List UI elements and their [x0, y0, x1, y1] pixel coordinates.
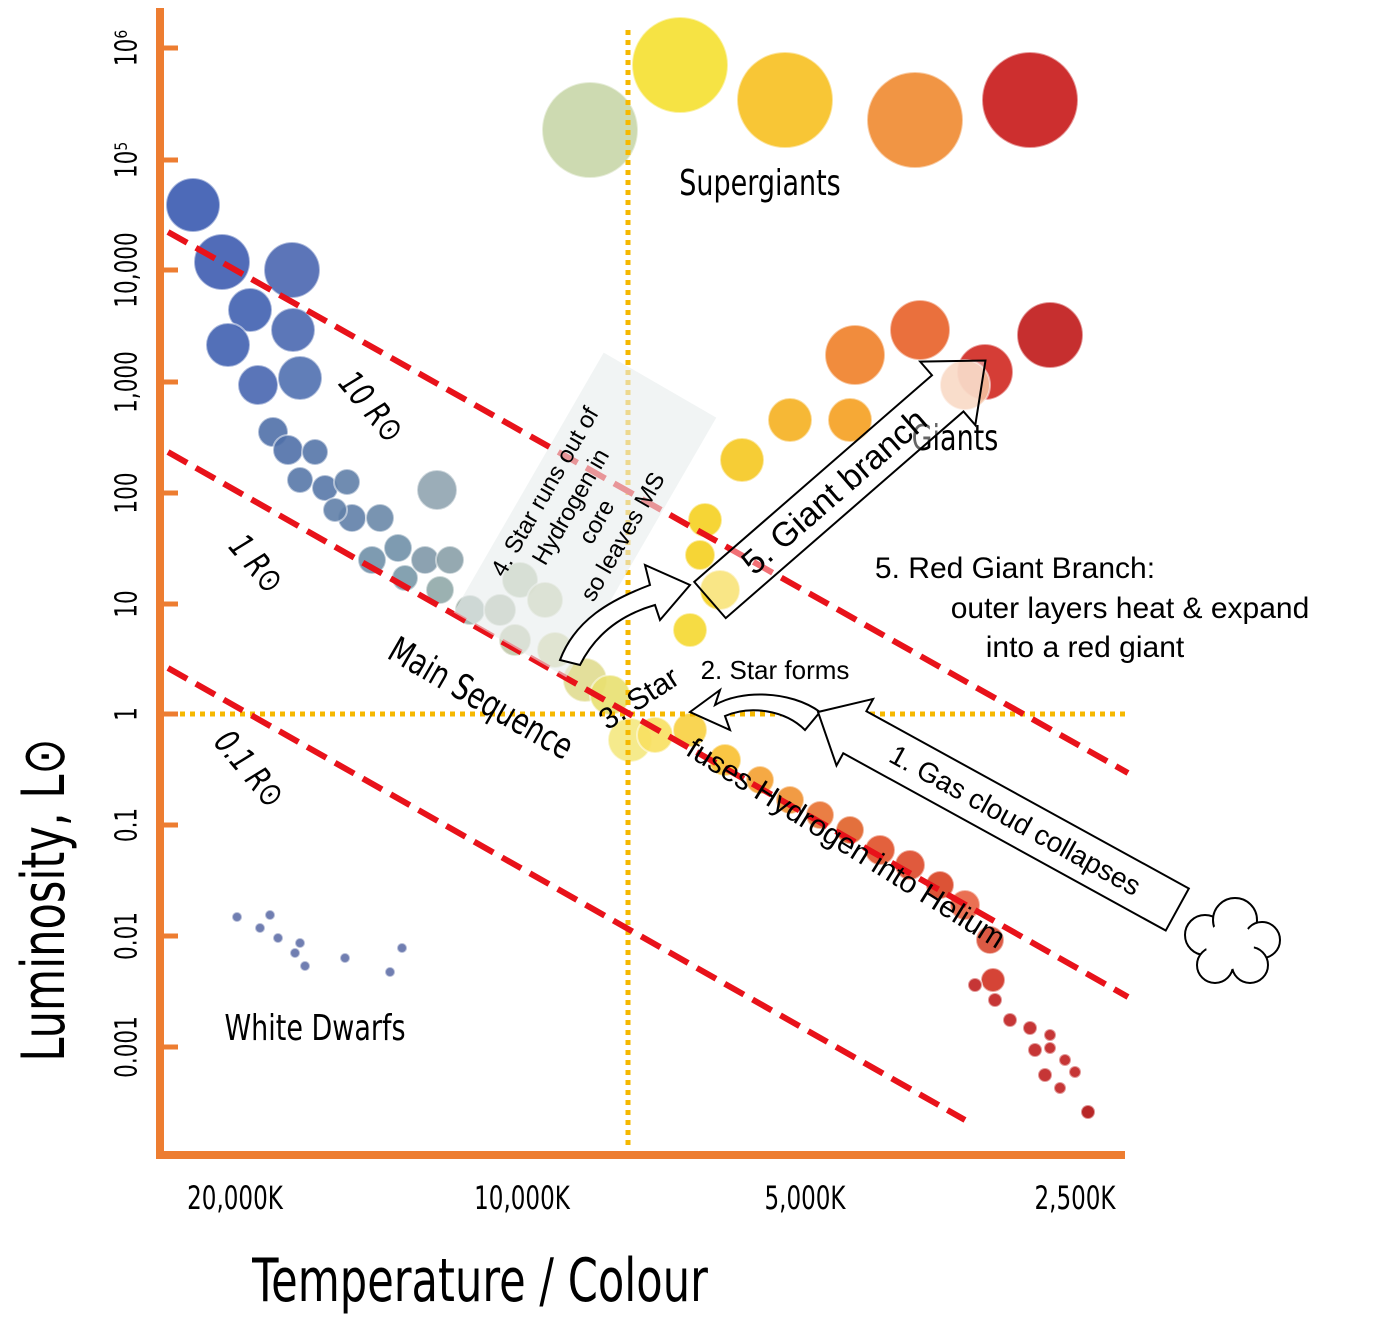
star [166, 178, 220, 232]
star [673, 613, 707, 647]
star [278, 356, 322, 400]
star [417, 470, 457, 510]
star [1038, 1068, 1052, 1082]
supergiants-label: Supergiants [679, 161, 840, 204]
star [265, 910, 275, 920]
star [323, 498, 347, 522]
star [271, 308, 315, 352]
x-axis-title: Temperature / Colour [251, 1246, 708, 1316]
gas-cloud [1185, 898, 1280, 983]
star [768, 398, 812, 442]
star [232, 912, 242, 922]
y-tick-label: 100 [110, 472, 144, 513]
star [385, 967, 395, 977]
white-dwarfs-label: White Dwarfs [224, 1006, 405, 1049]
star [302, 439, 328, 465]
star [685, 540, 715, 570]
star [988, 993, 1002, 1007]
y-ticks: 10⁶ 10⁵ 10,000 1,000 100 10 1 0.1 0.01 0.001 [110, 30, 178, 1078]
curved-arrow [690, 690, 820, 730]
stage-2-label: 2. Star forms [701, 655, 850, 685]
y-tick-label: 1 [110, 707, 144, 721]
y-tick-label: 0.1 [110, 808, 144, 842]
star [1069, 1066, 1081, 1078]
y-tick-label: 0.01 [110, 912, 144, 960]
red-giant-note: into a red giant [986, 631, 1185, 664]
red-giant-note: outer layers heat & expand [951, 592, 1310, 625]
star [720, 438, 764, 482]
star [295, 938, 305, 948]
star [542, 82, 638, 178]
x-ticks: 20,000K 10,000K 5,000K 2,500K [187, 1179, 1116, 1217]
star [273, 435, 303, 465]
star [1023, 1021, 1037, 1035]
star [982, 52, 1078, 148]
star [890, 300, 950, 360]
star [290, 948, 300, 958]
star [273, 933, 283, 943]
y-tick-label: 10⁶ [110, 30, 144, 66]
star [632, 17, 728, 113]
star [968, 978, 982, 992]
star [737, 52, 833, 148]
star [366, 504, 394, 532]
star [411, 546, 439, 574]
star [334, 469, 360, 495]
star [1028, 1043, 1042, 1057]
radius-label: 10 R⊙ [330, 364, 412, 450]
y-tick-label: 10,000 [110, 232, 144, 308]
star [238, 365, 278, 405]
x-tick-label: 5,000K [764, 1179, 846, 1217]
star [981, 968, 1005, 992]
star [1054, 1082, 1066, 1094]
star [194, 234, 250, 290]
y-axis-title: Luminosity, L⊙ [9, 738, 79, 1061]
y-tick-label: 10⁵ [110, 142, 144, 178]
star [1081, 1105, 1095, 1119]
x-tick-label: 20,000K [187, 1179, 283, 1217]
star [1044, 1042, 1056, 1054]
star [287, 467, 313, 493]
star [255, 923, 265, 933]
star [436, 546, 464, 574]
star [384, 534, 412, 562]
star [825, 325, 885, 385]
star [206, 323, 250, 367]
star [1044, 1029, 1056, 1041]
radius-label: 1 R⊙ [220, 527, 291, 601]
star [397, 943, 407, 953]
star [300, 961, 310, 971]
star [1017, 302, 1083, 368]
stage-1-arrow: 1. Gas cloud collapses [800, 679, 1196, 943]
hr-diagram: 10⁶ 10⁵ 10,000 1,000 100 10 1 0.1 0.01 0.001 20,0… [0, 0, 1388, 1320]
star [1003, 1013, 1017, 1027]
red-giant-note: 5. Red Giant Branch: [875, 552, 1155, 585]
radius-label: 0.1 R⊙ [206, 723, 293, 816]
star [264, 242, 320, 298]
y-tick-label: 10 [110, 590, 144, 617]
star [1059, 1054, 1071, 1066]
x-tick-label: 10,000K [474, 1179, 570, 1217]
star [867, 72, 963, 168]
star [340, 953, 350, 963]
y-tick-label: 0.001 [110, 1016, 144, 1078]
x-tick-label: 2,500K [1034, 1179, 1116, 1217]
y-tick-label: 1,000 [110, 351, 144, 413]
